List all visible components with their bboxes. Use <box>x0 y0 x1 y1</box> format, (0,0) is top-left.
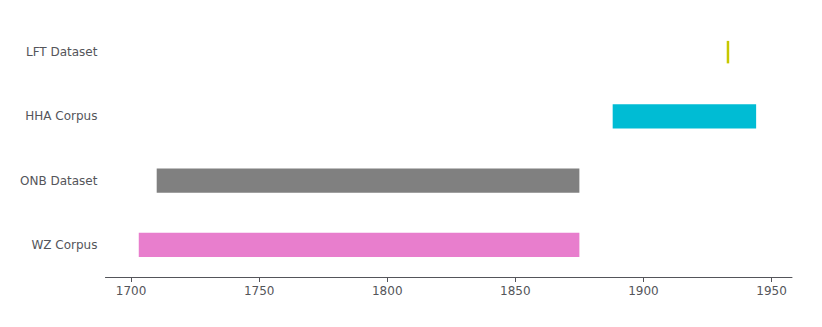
svg-text:1900: 1900 <box>628 284 659 298</box>
svg-text:1750: 1750 <box>244 284 275 298</box>
svg-text:WZ Corpus: WZ Corpus <box>31 238 97 252</box>
svg-text:1700: 1700 <box>116 284 147 298</box>
svg-text:1800: 1800 <box>372 284 403 298</box>
svg-text:LFT Dataset: LFT Dataset <box>26 45 98 59</box>
svg-text:ONB Dataset: ONB Dataset <box>20 174 98 188</box>
svg-text:1950: 1950 <box>756 284 787 298</box>
svg-text:HHA Corpus: HHA Corpus <box>25 109 97 123</box>
svg-text:1850: 1850 <box>500 284 531 298</box>
